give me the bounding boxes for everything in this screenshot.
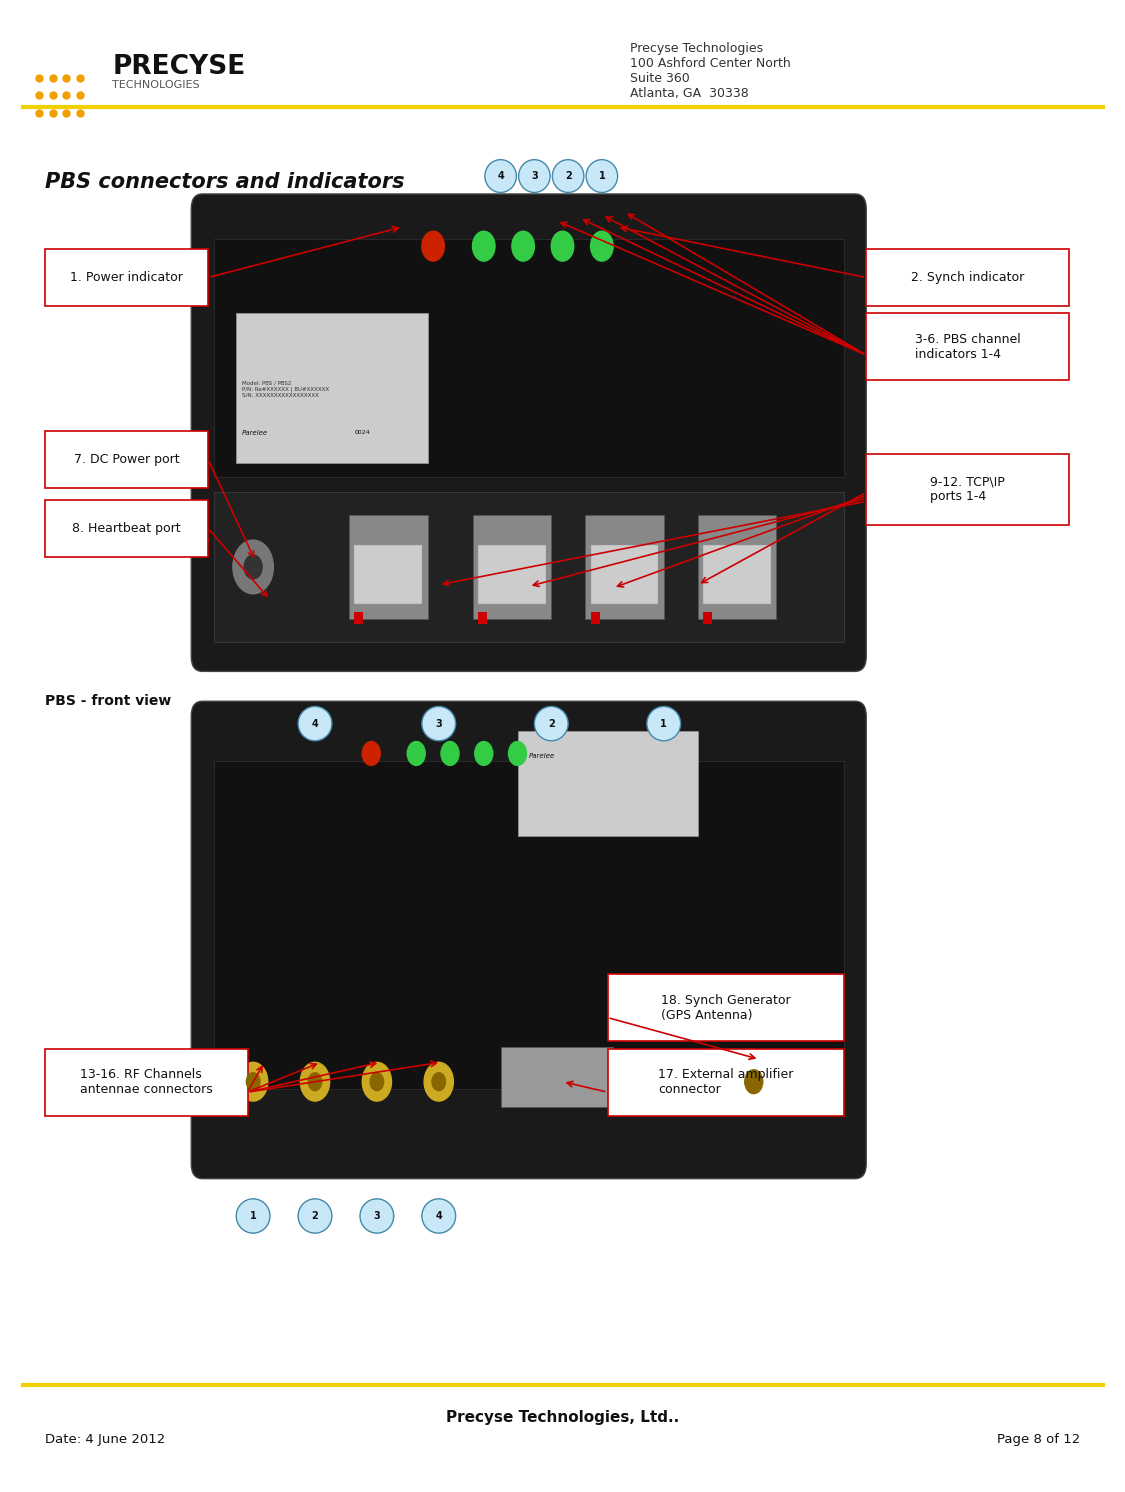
Text: 17. External amplifier
connector: 17. External amplifier connector bbox=[658, 1068, 793, 1097]
Circle shape bbox=[233, 540, 273, 594]
Ellipse shape bbox=[647, 707, 681, 742]
Bar bbox=[585, 515, 664, 619]
Ellipse shape bbox=[422, 1200, 456, 1232]
Circle shape bbox=[745, 1070, 763, 1094]
Circle shape bbox=[512, 231, 534, 261]
Text: 3: 3 bbox=[374, 1212, 380, 1220]
FancyBboxPatch shape bbox=[608, 1049, 844, 1116]
Circle shape bbox=[308, 1073, 322, 1091]
Ellipse shape bbox=[298, 707, 332, 742]
Circle shape bbox=[432, 1073, 446, 1091]
Text: 2: 2 bbox=[548, 719, 555, 728]
Circle shape bbox=[736, 1058, 772, 1106]
Circle shape bbox=[244, 555, 262, 579]
FancyBboxPatch shape bbox=[191, 194, 866, 671]
Circle shape bbox=[472, 231, 495, 261]
Text: PBS - front view: PBS - front view bbox=[45, 694, 171, 707]
Text: 9-12. TCP\IP
ports 1-4: 9-12. TCP\IP ports 1-4 bbox=[930, 476, 1005, 503]
Text: 3-6. PBS channel
indicators 1-4: 3-6. PBS channel indicators 1-4 bbox=[915, 333, 1020, 361]
FancyBboxPatch shape bbox=[866, 454, 1069, 525]
Bar bbox=[698, 515, 776, 619]
Text: Parelee: Parelee bbox=[242, 430, 268, 436]
Bar bbox=[478, 545, 546, 604]
Bar bbox=[501, 1047, 613, 1107]
Circle shape bbox=[441, 742, 459, 765]
Bar bbox=[214, 761, 844, 1089]
Ellipse shape bbox=[586, 160, 618, 192]
Bar bbox=[472, 515, 551, 619]
Text: Date: 4 June 2012: Date: 4 June 2012 bbox=[45, 1434, 165, 1446]
Circle shape bbox=[238, 1062, 268, 1101]
Text: Model: PBS / PBS2
P/N: Re#XXXXXX | BU#XXXXXX
S/N: XXXXXXXXXXXXXXXXX: Model: PBS / PBS2 P/N: Re#XXXXXX | BU#XX… bbox=[242, 380, 328, 397]
FancyBboxPatch shape bbox=[45, 500, 208, 557]
Text: Precyse Technologies: Precyse Technologies bbox=[630, 42, 763, 55]
Text: 2: 2 bbox=[312, 1212, 318, 1220]
Bar bbox=[354, 612, 363, 624]
Text: 3: 3 bbox=[435, 719, 442, 728]
Bar bbox=[591, 545, 658, 604]
Circle shape bbox=[424, 1062, 453, 1101]
Text: 3: 3 bbox=[531, 172, 538, 181]
Bar bbox=[214, 239, 844, 477]
Bar bbox=[703, 612, 712, 624]
Ellipse shape bbox=[360, 1200, 394, 1232]
Text: 2: 2 bbox=[565, 172, 572, 181]
Text: Atlanta, GA  30338: Atlanta, GA 30338 bbox=[630, 87, 749, 100]
Text: Precyse Technologies, Ltd..: Precyse Technologies, Ltd.. bbox=[446, 1410, 680, 1425]
FancyBboxPatch shape bbox=[191, 701, 866, 1179]
Text: 1. Power indicator: 1. Power indicator bbox=[70, 272, 183, 283]
Circle shape bbox=[551, 231, 574, 261]
Text: 8. Heartbeat port: 8. Heartbeat port bbox=[72, 522, 181, 534]
Circle shape bbox=[591, 231, 613, 261]
Bar bbox=[214, 492, 844, 642]
Text: 1: 1 bbox=[250, 1212, 256, 1220]
Text: 1: 1 bbox=[660, 719, 667, 728]
Circle shape bbox=[362, 1062, 391, 1101]
Ellipse shape bbox=[485, 160, 516, 192]
Text: 4: 4 bbox=[497, 172, 504, 181]
Text: 2. Synch indicator: 2. Synch indicator bbox=[911, 272, 1024, 283]
Text: 0024: 0024 bbox=[354, 430, 370, 434]
Text: 7. DC Power port: 7. DC Power port bbox=[74, 454, 179, 466]
Circle shape bbox=[422, 231, 444, 261]
FancyBboxPatch shape bbox=[45, 249, 208, 306]
Ellipse shape bbox=[236, 1200, 270, 1232]
Text: 4: 4 bbox=[312, 719, 318, 728]
Text: 18. Synch Generator
(GPS Antenna): 18. Synch Generator (GPS Antenna) bbox=[660, 994, 791, 1022]
Circle shape bbox=[508, 742, 526, 765]
Text: 13-16. RF Channels
antennae connectors: 13-16. RF Channels antennae connectors bbox=[80, 1068, 213, 1097]
Bar bbox=[518, 731, 698, 836]
Text: 1: 1 bbox=[598, 172, 605, 181]
Text: Suite 360: Suite 360 bbox=[630, 72, 690, 85]
Text: TECHNOLOGIES: TECHNOLOGIES bbox=[112, 81, 200, 90]
Text: PRECYSE: PRECYSE bbox=[112, 54, 245, 81]
FancyBboxPatch shape bbox=[45, 1049, 248, 1116]
FancyBboxPatch shape bbox=[608, 974, 844, 1041]
Bar bbox=[354, 545, 422, 604]
FancyBboxPatch shape bbox=[866, 249, 1069, 306]
Ellipse shape bbox=[298, 1200, 332, 1232]
Bar bbox=[591, 612, 600, 624]
Ellipse shape bbox=[552, 160, 584, 192]
Ellipse shape bbox=[534, 707, 568, 742]
FancyBboxPatch shape bbox=[866, 313, 1069, 380]
Bar bbox=[478, 612, 487, 624]
Text: 4: 4 bbox=[435, 1212, 442, 1220]
Circle shape bbox=[370, 1073, 384, 1091]
Text: PBS connectors and indicators: PBS connectors and indicators bbox=[45, 172, 405, 191]
Bar bbox=[703, 545, 771, 604]
Circle shape bbox=[475, 742, 493, 765]
Circle shape bbox=[407, 742, 425, 765]
Ellipse shape bbox=[422, 707, 456, 742]
Bar bbox=[236, 313, 428, 463]
Bar bbox=[349, 515, 428, 619]
Text: Page 8 of 12: Page 8 of 12 bbox=[997, 1434, 1080, 1446]
Ellipse shape bbox=[519, 160, 550, 192]
Circle shape bbox=[362, 742, 380, 765]
FancyBboxPatch shape bbox=[45, 431, 208, 488]
Text: Parelee: Parelee bbox=[529, 753, 555, 759]
Circle shape bbox=[300, 1062, 330, 1101]
Circle shape bbox=[246, 1073, 260, 1091]
Text: 100 Ashford Center North: 100 Ashford Center North bbox=[630, 57, 791, 70]
